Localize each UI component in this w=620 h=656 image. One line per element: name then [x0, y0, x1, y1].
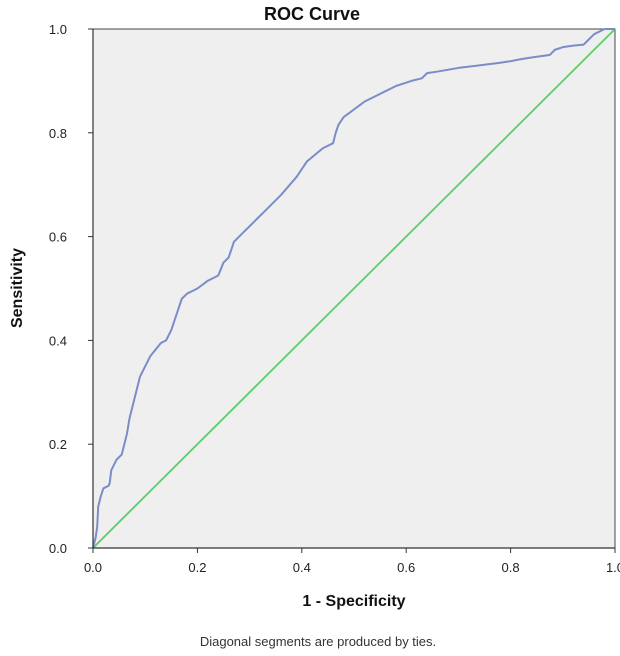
axes-layer	[88, 28, 616, 553]
x-tick-label: 0.6	[397, 560, 415, 575]
y-tick-label: 0.2	[49, 437, 67, 452]
chart-title: ROC Curve	[264, 4, 360, 24]
y-tick-label: 0.6	[49, 230, 67, 245]
x-tick-label: 1.0	[606, 560, 620, 575]
x-tick-label: 0.0	[84, 560, 102, 575]
marks-layer	[92, 28, 616, 549]
y-tick-label: 0.8	[49, 126, 67, 141]
x-axis-label: 1 - Specificity	[302, 593, 405, 610]
y-tick-label: 1.0	[49, 22, 67, 37]
tick-labels-layer: 0.0 0.2 0.4 0.6 0.8 1.0 0.0 0.2 0.4 0.6 0.8 1.0	[49, 22, 620, 575]
y-tick-label: 0.0	[49, 541, 67, 556]
x-tick-label: 0.4	[293, 560, 311, 575]
ties-footnote: Diagonal segments are produced by ties.	[200, 634, 436, 649]
reference-line	[92, 28, 616, 549]
roc-curve-line	[92, 28, 615, 549]
x-tick-label: 0.2	[188, 560, 206, 575]
x-tick-label: 0.8	[502, 560, 520, 575]
y-tick-label: 0.4	[49, 333, 67, 348]
y-axis-label: Sensitivity	[9, 248, 26, 328]
